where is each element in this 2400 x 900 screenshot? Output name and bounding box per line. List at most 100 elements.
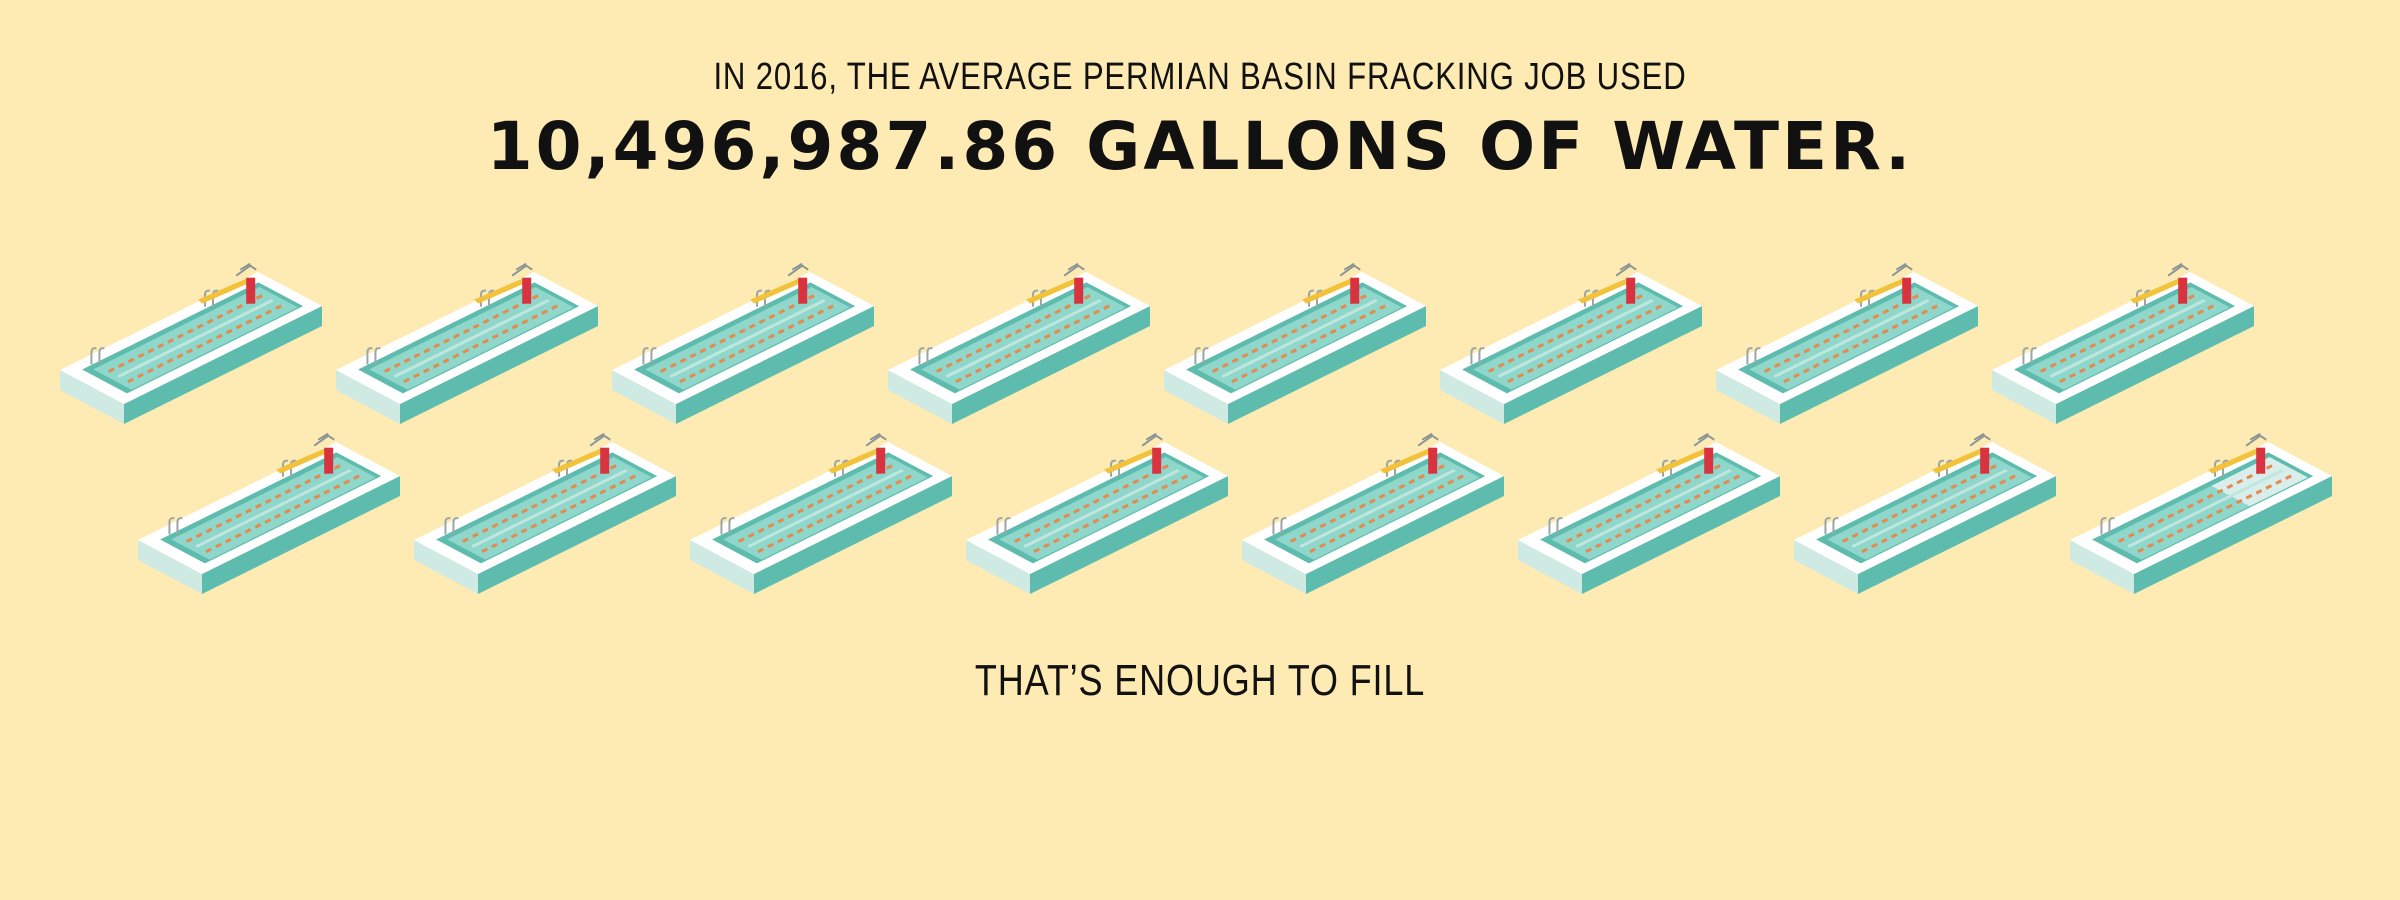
handrail <box>313 432 335 447</box>
ladder-icon <box>366 347 373 365</box>
diving-board-icon <box>2208 447 2263 474</box>
ladder-icon <box>1860 289 1867 307</box>
board-stand <box>1902 277 1912 304</box>
ladder-icon <box>1832 517 1839 535</box>
ladder-icon <box>444 517 451 535</box>
lane-marker <box>679 303 836 384</box>
lane-marker <box>1497 298 1654 378</box>
swimming-pool-icon <box>1164 262 1426 424</box>
board-stand <box>246 277 256 304</box>
pool-side <box>754 476 952 594</box>
pool-side <box>60 370 124 424</box>
board-stand <box>1704 447 1714 474</box>
swimming-pool-icon <box>612 262 874 424</box>
lane-marker <box>660 293 816 373</box>
headline: IN 2016, THE AVERAGE PERMIAN BASIN FRACK… <box>713 56 1687 98</box>
ladder-icon <box>1662 459 1669 477</box>
lane-marker <box>1773 298 1930 378</box>
ladder-icon <box>756 289 763 307</box>
ladder-icon <box>480 289 487 307</box>
diving-board-icon <box>1854 277 1909 304</box>
lane-marker <box>2049 298 2206 378</box>
board-stand <box>522 277 532 304</box>
swimming-pool-icon <box>336 262 598 424</box>
diving-board-icon <box>828 447 883 474</box>
lane-marker <box>2118 463 2274 543</box>
handrail <box>1693 432 1715 447</box>
diving-board-icon <box>276 447 331 474</box>
lane-marker <box>955 303 1112 384</box>
handrail <box>865 432 887 447</box>
pool-side <box>124 306 322 424</box>
lane-marker <box>747 468 904 548</box>
swimming-pool-icon <box>60 262 322 424</box>
lane-marker <box>1566 463 1722 543</box>
ladder-icon <box>1308 289 1315 307</box>
ladder-icon <box>1032 289 1039 307</box>
lane-marker <box>403 303 560 384</box>
ladder-icon <box>2214 459 2221 477</box>
ladder-icon <box>1280 517 1287 535</box>
lane-marker <box>186 463 342 543</box>
board-stand <box>324 447 334 474</box>
lane-marker <box>117 298 274 378</box>
lane-marker <box>1221 298 1378 378</box>
lane-marker <box>1842 463 1998 543</box>
gallons-figure: 10,496,987.86 GALLONS OF WATER. <box>486 108 1914 185</box>
ladder-icon <box>374 347 381 365</box>
ladder-icon <box>2136 289 2143 307</box>
ladder-icon <box>1556 517 1563 535</box>
pool-side <box>612 370 676 424</box>
lane-marker <box>1861 473 2018 554</box>
ladder-icon <box>2030 347 2037 365</box>
pool-side <box>1794 540 1858 594</box>
swimming-pool-icon <box>1518 432 1780 594</box>
ladder-icon <box>558 459 565 477</box>
handrail <box>2167 262 2189 277</box>
diving-board-icon <box>552 447 607 474</box>
ladder-icon <box>1470 347 1477 365</box>
lane-marker <box>669 298 826 378</box>
board-stand <box>1074 277 1084 304</box>
ladder-icon <box>918 347 925 365</box>
swimming-pool-icon <box>1992 262 2254 424</box>
pool-side <box>1780 306 1978 424</box>
handrail <box>589 432 611 447</box>
swimming-pool-icon <box>966 432 1228 594</box>
pool-side <box>1242 540 1306 594</box>
pool-side <box>690 540 754 594</box>
pool-side <box>1992 370 2056 424</box>
board-stand <box>876 447 886 474</box>
swimming-pool-icon <box>414 432 676 594</box>
ladder-icon <box>90 347 97 365</box>
handrail <box>2245 432 2267 447</box>
diving-board-icon <box>198 277 253 304</box>
handrail <box>1339 262 1361 277</box>
handrail <box>787 262 809 277</box>
swimming-pool-icon <box>690 432 952 594</box>
handrail <box>235 262 257 277</box>
pool-side <box>1030 476 1228 594</box>
pool-side <box>1228 306 1426 424</box>
lane-marker <box>108 293 264 373</box>
lane-marker <box>462 463 618 543</box>
pool-side <box>966 540 1030 594</box>
ladder-icon <box>1746 347 1753 365</box>
swimming-pool-icon <box>138 432 400 594</box>
pool-side <box>1164 370 1228 424</box>
pool-side <box>1518 540 1582 594</box>
diving-board-icon <box>1104 447 1159 474</box>
pool-side <box>2134 476 2332 594</box>
ladder-icon <box>2100 517 2107 535</box>
ladder-icon <box>1386 459 1393 477</box>
ladder-icon <box>2108 517 2115 535</box>
lane-marker <box>936 293 1092 373</box>
ladder-icon <box>834 459 841 477</box>
lane-marker <box>1507 303 1664 384</box>
ladder-icon <box>1938 459 1945 477</box>
diving-board-icon <box>2130 277 2185 304</box>
ladder-icon <box>1202 347 1209 365</box>
lane-marker <box>757 473 914 554</box>
lane-marker <box>2137 473 2294 554</box>
